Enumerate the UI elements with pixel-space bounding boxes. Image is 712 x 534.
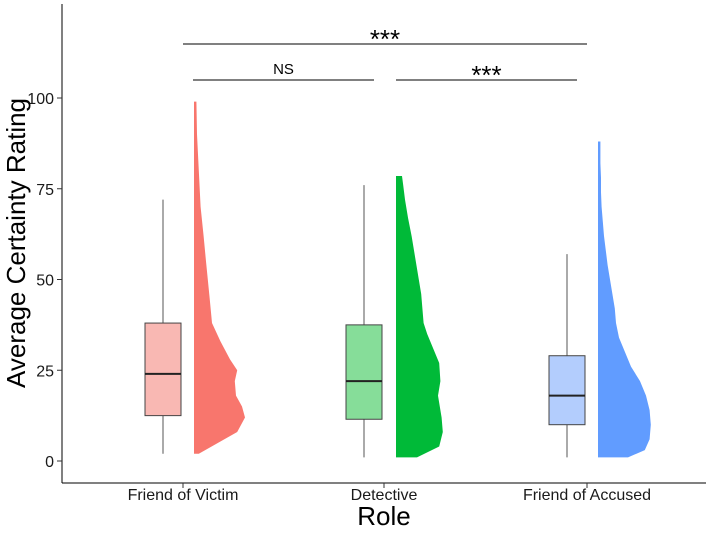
plot-area: NS *** ***	[144, 24, 651, 458]
y-tick-label: 25	[36, 363, 54, 380]
group-friend-of-victim	[144, 101, 245, 454]
significance-brackets: NS *** ***	[183, 24, 587, 90]
x-axis-title: Role	[357, 501, 410, 531]
box	[548, 355, 586, 426]
group-detective	[345, 176, 443, 458]
significance-label: NS	[273, 61, 294, 78]
x-axis-ticks: Friend of Victim Detective Friend of Accus…	[128, 483, 651, 504]
y-axis-title: Average Certainty Rating	[1, 98, 31, 388]
x-tick-label: Friend of Accused	[523, 487, 651, 504]
significance-label: ***	[471, 60, 501, 90]
significance-label: ***	[370, 24, 400, 54]
y-axis-ticks: 0 25 50 75 100	[27, 91, 62, 471]
x-tick-label: Detective	[351, 487, 418, 504]
y-tick-label: 50	[36, 273, 54, 290]
y-tick-label: 0	[45, 454, 54, 471]
group-friend-of-accused	[548, 141, 651, 458]
y-tick-label: 75	[36, 182, 54, 199]
density-cloud	[598, 141, 651, 458]
density-cloud	[194, 101, 245, 454]
x-tick-label: Friend of Victim	[128, 487, 239, 504]
y-tick-label: 100	[27, 91, 54, 108]
box	[144, 322, 182, 417]
density-cloud	[396, 176, 443, 458]
box	[345, 324, 383, 420]
